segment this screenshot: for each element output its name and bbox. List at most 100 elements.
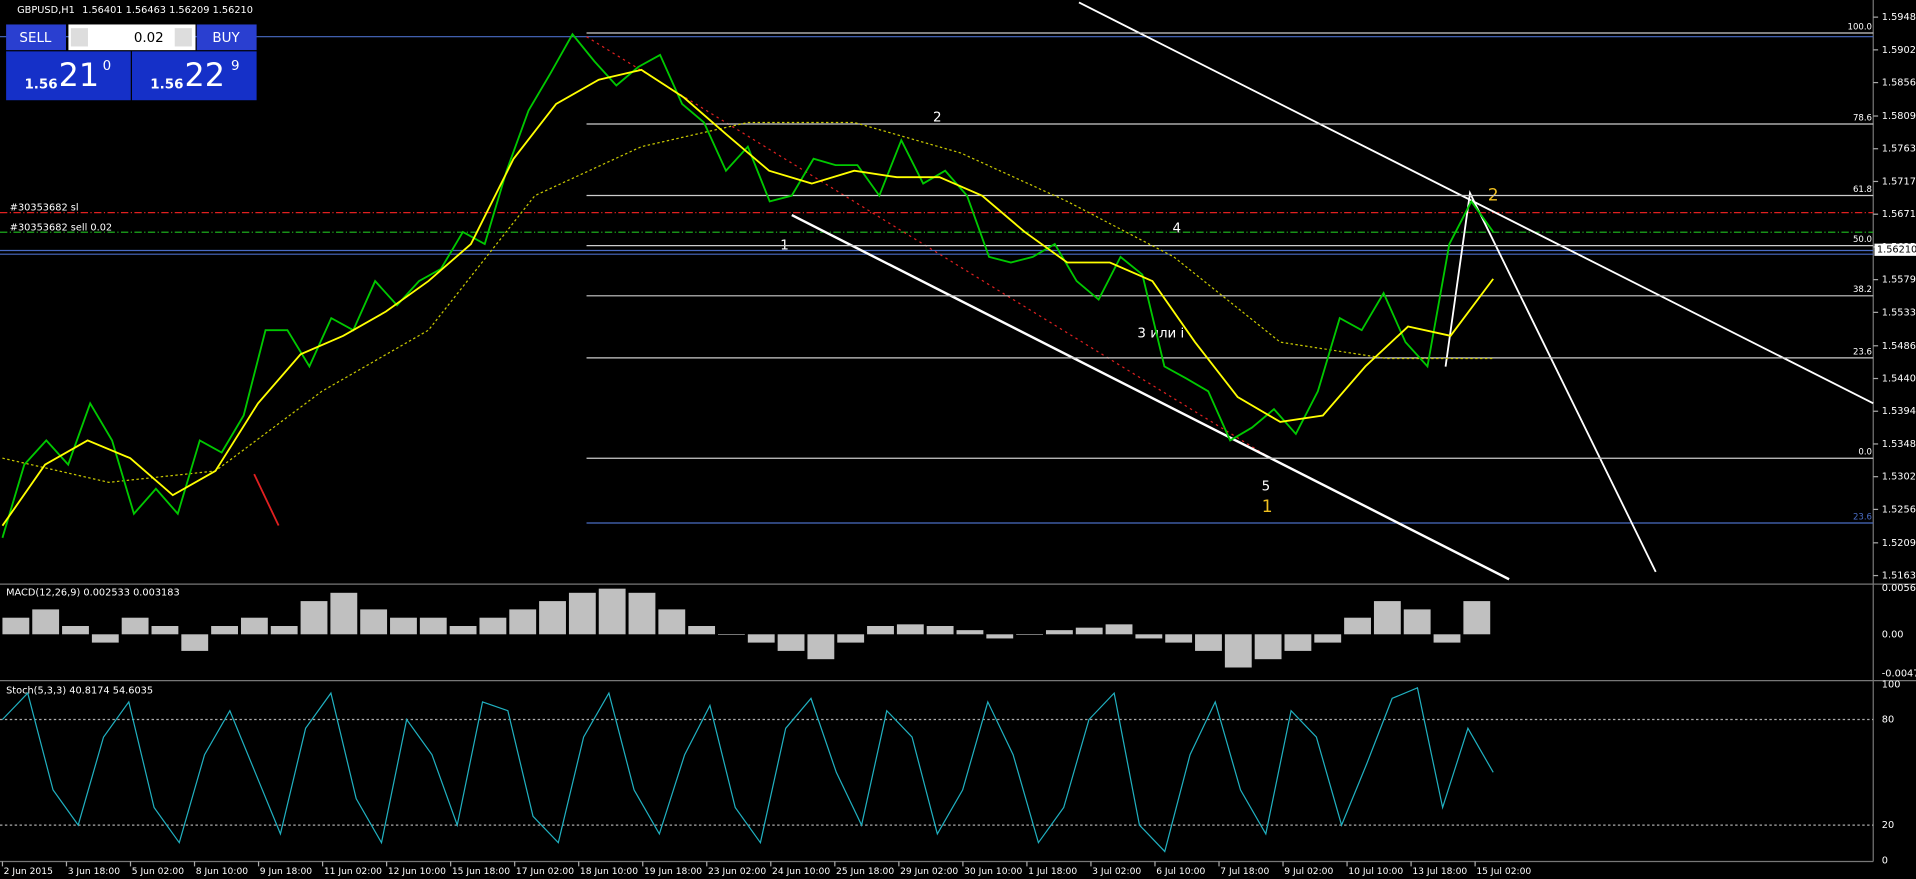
y-tick-label: 1.54860 (1882, 341, 1916, 352)
marker-line (253, 473, 280, 526)
macd-bar (360, 609, 388, 635)
lot-up[interactable] (174, 28, 192, 47)
x-tick-label: 1 Jul 18:00 (1028, 866, 1077, 877)
y-tick-label: 1.58090 (1882, 111, 1916, 122)
fib-level-label: 23.6 (1853, 347, 1872, 357)
macd-bar (449, 626, 477, 635)
lot-down[interactable] (70, 28, 88, 47)
price-line (1, 32, 1494, 539)
y-tick-label: 1.55790 (1882, 275, 1916, 286)
macd-bar (390, 617, 417, 635)
macd-bar (62, 626, 89, 635)
y-tick-label: 1.51630 (1882, 571, 1916, 582)
chart-header: 1.56401 1.56463 1.56209 1.56210 (82, 5, 253, 16)
macd-bar (807, 634, 835, 660)
macd-bar (986, 634, 1014, 639)
macd-bar (539, 601, 566, 635)
current-price-label: 1.56210 (1877, 245, 1916, 256)
x-tick-label: 13 Jul 18:00 (1412, 866, 1467, 877)
x-tick-label: 25 Jun 18:00 (836, 866, 894, 877)
y-tick-label: 1.52090 (1882, 538, 1916, 549)
y-tick-label: 1.55330 (1882, 307, 1916, 318)
wave-annotation: 2 (933, 110, 942, 125)
buy-button[interactable] (196, 24, 257, 51)
fib-level-label: 0.0 (1858, 448, 1872, 458)
wave-annotation: 3 или i (1137, 327, 1184, 342)
stoch-tick-label: 80 (1882, 715, 1894, 726)
fib-level-label: 61.8 (1853, 185, 1872, 195)
macd-bar (777, 634, 805, 651)
x-tick-label: 7 Jul 18:00 (1220, 866, 1269, 877)
lot-input[interactable] (68, 24, 196, 51)
ask-small: 9 (231, 59, 240, 74)
stoch-line (2, 687, 1494, 853)
macd-bar (121, 617, 149, 635)
macd-bar (1224, 634, 1252, 668)
wave-label: 1 (1262, 497, 1273, 517)
y-tick-label: 1.54400 (1882, 374, 1916, 385)
macd-bar (1075, 627, 1103, 635)
macd-bar (598, 588, 626, 635)
y-tick-label: 1.57630 (1882, 144, 1916, 155)
macd-bar (1254, 634, 1282, 660)
macd-tick-label: 0.005605 (1882, 583, 1916, 594)
order-label: #30353682 sell 0.02 (10, 222, 112, 233)
macd-bar (1045, 630, 1073, 635)
stoch-tick-label: 0 (1882, 855, 1888, 866)
y-tick-label: 1.56710 (1882, 209, 1916, 220)
macd-bar (1165, 634, 1193, 643)
macd-bar (240, 617, 268, 635)
x-tick-label: 12 Jun 10:00 (388, 866, 446, 877)
ask-prefix: 1.56 (150, 77, 183, 92)
lot-value: 0.02 (134, 31, 164, 46)
macd-bar (1433, 634, 1461, 643)
x-tick-label: 11 Jun 02:00 (324, 866, 382, 877)
channel-line (791, 214, 1510, 581)
projection-line (1444, 190, 1657, 573)
macd-bar (718, 634, 745, 635)
slow-ma (2, 121, 1494, 483)
bid-big: 21 (59, 58, 99, 94)
macd-bar (1463, 601, 1491, 635)
y-tick-label: 1.53940 (1882, 406, 1916, 417)
x-tick-label: 10 Jul 10:00 (1348, 866, 1403, 877)
x-tick-label: 8 Jun 10:00 (196, 866, 249, 877)
x-tick-label: 9 Jun 18:00 (260, 866, 313, 877)
macd-bar (688, 626, 716, 635)
ask-box[interactable] (131, 51, 257, 101)
bid-box[interactable] (6, 51, 131, 101)
stoch-label: Stoch(5,3,3) 40.8174 54.6035 (6, 685, 153, 696)
macd-bar (867, 626, 894, 635)
x-tick-label: 5 Jun 02:00 (132, 866, 185, 877)
x-tick-label: 2 Jun 2015 (4, 866, 53, 877)
macd-bar (1195, 634, 1222, 651)
y-tick-label: 1.59480 (1882, 12, 1916, 23)
fib-level-label: 38.2 (1853, 285, 1872, 295)
macd-bar (32, 609, 60, 635)
x-tick-label: 24 Jun 10:00 (772, 866, 830, 877)
macd-bar (1016, 634, 1043, 635)
macd-label: MACD(12,26,9) 0.002533 0.003183 (6, 588, 180, 599)
macd-bar (91, 634, 119, 643)
wave-annotation: 5 (1262, 479, 1271, 494)
macd-bar (151, 626, 179, 635)
x-tick-label: 18 Jun 10:00 (580, 866, 638, 877)
sell-button[interactable] (6, 24, 66, 51)
trade-panel: SELL 0.02 BUY 1.56 21 0 1.56 22 9 (6, 24, 257, 101)
fast-ma (1, 68, 1494, 527)
macd-tick-label: 0.00 (1882, 629, 1904, 640)
x-tick-label: 17 Jun 02:00 (516, 866, 574, 877)
macd-bar (1403, 609, 1431, 635)
y-tick-label: 1.53480 (1882, 439, 1916, 450)
x-tick-label: 29 Jun 02:00 (900, 866, 958, 877)
y-tick-label: 1.53020 (1882, 472, 1916, 483)
macd-bar (956, 630, 984, 635)
x-tick-label: 3 Jul 02:00 (1092, 866, 1141, 877)
macd-bar (658, 609, 686, 635)
macd-bar (747, 634, 775, 643)
current-price-box (1874, 243, 1916, 256)
sell-label: SELL (19, 31, 52, 46)
macd-bar (1314, 634, 1342, 643)
fib-level-label: 100.0 (1848, 22, 1872, 32)
